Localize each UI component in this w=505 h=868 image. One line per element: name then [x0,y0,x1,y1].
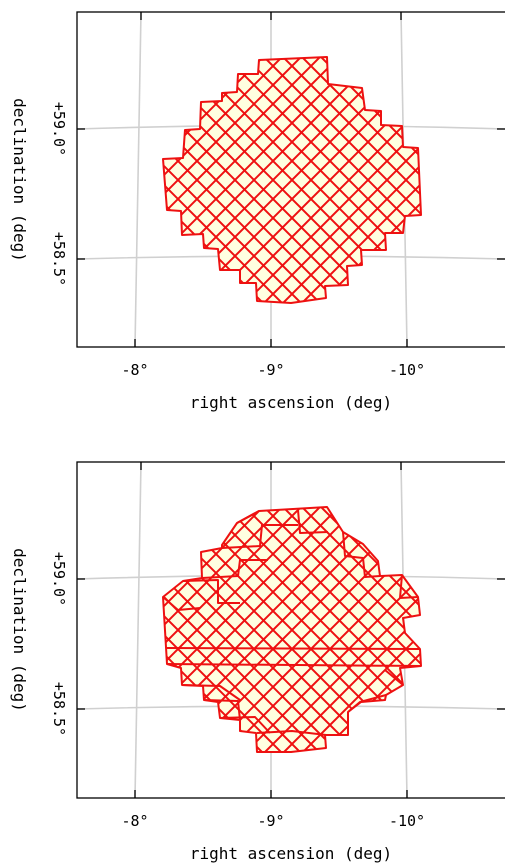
footprint-outline [162,506,422,753]
exposure-edge [163,507,398,752]
y-tick-label: +58.5° [50,232,68,286]
exposure-edge [163,507,421,752]
exposure-edge [163,57,421,303]
exposure-edge [186,57,421,303]
exposure-edge [163,57,421,303]
y-axis-label: declination (deg) [10,98,29,262]
exposure-edge [163,507,421,752]
x-tick-label: -8° [121,812,148,830]
x-tick-label: -10° [389,812,425,830]
x-tick-label: -8° [121,361,148,379]
x-tick-label: -9° [257,361,284,379]
exposure-edge [163,57,421,303]
exposure-edges [162,509,422,736]
y-tick-label: +59.0° [50,552,68,606]
exposure-edge [163,57,421,303]
plot-frame [76,11,505,348]
exposure-edge [163,57,379,303]
exposure-edge [167,507,421,752]
footprint-area [162,56,422,304]
exposure-edge [163,507,421,752]
exposure-lattice [163,57,421,303]
exposure-edge [163,57,421,303]
exposure-edge [163,507,417,752]
plot-frame [76,461,505,799]
exposure-edge [186,507,421,752]
panel-top: -8° -9° -10° right ascension (deg) +59.0… [10,11,505,412]
x-tick-label: -9° [257,812,284,830]
exposure-edge [163,507,379,752]
exposure-edge [163,507,421,752]
x-axis-label: right ascension (deg) [190,393,392,412]
y-axis-label: declination (deg) [10,548,29,712]
exposure-edge [163,57,421,303]
panel-bottom: -8° -9° -10° right ascension (deg) +59.0… [10,461,505,863]
y-tick-label: +58.5° [50,682,68,736]
y-tick-label: +59.0° [50,102,68,156]
exposure-edge [163,507,421,752]
exposure-lattice [163,507,421,752]
x-tick-label: -10° [389,361,425,379]
exposure-edge [163,57,417,303]
footprint-area [162,506,422,753]
exposure-edge [167,57,421,303]
exposure-edge [163,507,421,752]
exposure-edge [205,57,421,303]
footprint-outline [162,56,422,304]
exposure-edge [163,57,398,303]
exposure-edge [163,57,421,303]
x-axis-label: right ascension (deg) [190,844,392,863]
exposure-edge [163,507,421,752]
